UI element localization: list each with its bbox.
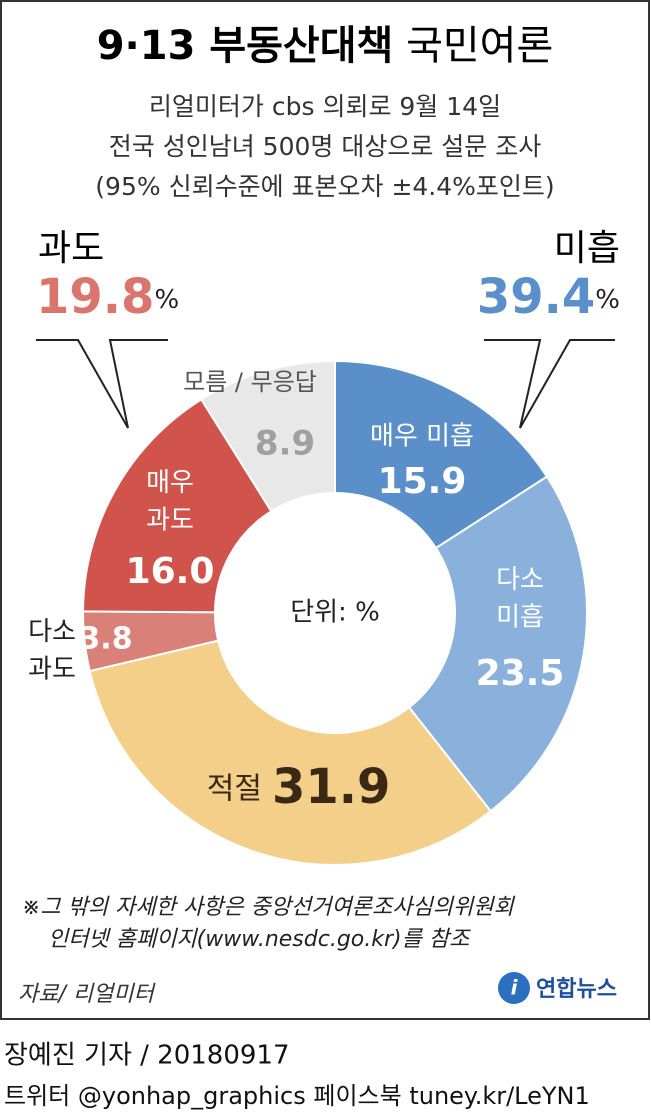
chart-title: 9·13 부동산대책 국민여론 xyxy=(97,23,554,69)
subtitle: 리얼미터가 cbs 의뢰로 9월 14일 xyxy=(149,92,501,121)
value-label: 15.9 xyxy=(378,461,467,502)
byline: 장예진 기자 / 20180917 xyxy=(4,1041,290,1071)
value-label: 3.8 xyxy=(79,622,132,657)
group-value: 19.8% xyxy=(36,269,179,325)
logo-glyph: i xyxy=(511,976,519,1000)
center-label: 단위: % xyxy=(290,598,380,628)
segment-name: 매우 과도 xyxy=(146,468,194,536)
footnote: ※그 밖의 자세한 사항은 중앙선거여론조사심의위원회 xyxy=(22,895,515,920)
footnote: 인터넷 홈페이지(www.nesdc.go.kr)를 참조 xyxy=(48,927,471,952)
donut-segment xyxy=(199,359,336,513)
donut xyxy=(81,359,588,866)
callout xyxy=(36,339,168,429)
group-name: 과도 xyxy=(38,228,104,269)
donut-segment xyxy=(334,359,549,550)
segment-name: 다소 미흡 xyxy=(496,565,544,633)
logo: 연합뉴스 xyxy=(536,976,617,1002)
segment-name: 적절 xyxy=(207,772,262,807)
callout xyxy=(484,339,615,429)
group-value: 39.4% xyxy=(477,269,620,325)
value-label: 23.5 xyxy=(476,653,565,694)
segment-name: 모름 / 무응답 xyxy=(183,368,317,396)
donut-segment xyxy=(88,639,493,866)
value-label: 16.0 xyxy=(126,551,215,592)
subtitle: 전국 성인남녀 500명 대상으로 설문 조사 xyxy=(109,132,541,161)
donut-segment xyxy=(81,398,273,614)
logo-mark xyxy=(498,972,530,1004)
social: 트위터 @yonhap_graphics 페이스북 tuney.kr/LeYN1 xyxy=(4,1082,590,1110)
value-label: 8.9 xyxy=(255,424,315,464)
subtitle: (95% 신뢰수준에 표본오차 ±4.4%포인트) xyxy=(95,172,554,201)
value-label: 31.9 xyxy=(272,759,390,815)
source: 자료/ 리얼미터 xyxy=(18,982,157,1007)
segment-name: 매우 미흡 xyxy=(370,422,474,452)
donut-segment xyxy=(407,475,588,813)
segment-name: 다소 과도 xyxy=(28,617,76,685)
group-name: 미흡 xyxy=(554,228,620,269)
